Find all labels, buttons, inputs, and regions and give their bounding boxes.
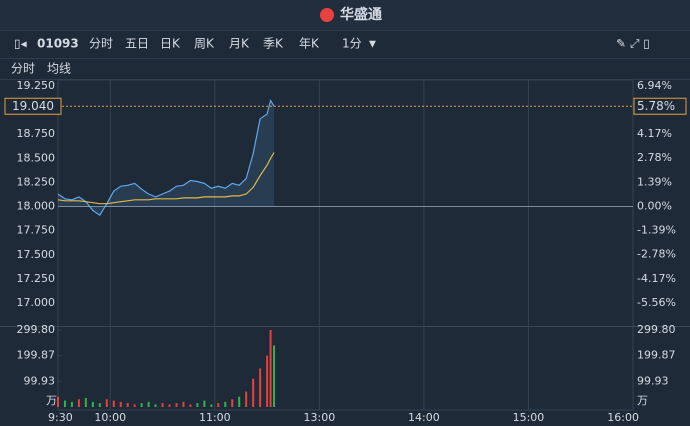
volume-bar	[273, 345, 276, 407]
volume-bar	[147, 401, 150, 407]
volume-bar	[126, 403, 129, 407]
volume-bar	[84, 398, 87, 407]
volume-bar	[259, 368, 262, 407]
volume-bar	[161, 403, 164, 407]
stock-code: 01093	[37, 37, 79, 51]
y-tick-label: 18.000	[17, 200, 56, 213]
volume-tick-label: 299.80	[17, 323, 56, 336]
tool-icons[interactable]: ✎ ⤢ ▯	[616, 37, 650, 51]
y2-tick-label: -4.17%	[637, 272, 676, 285]
volume-bar	[196, 403, 199, 407]
volume-bar	[168, 404, 171, 407]
price-area	[58, 100, 275, 216]
tab[interactable]: 日K	[160, 37, 181, 51]
volume-bar	[70, 401, 73, 407]
volume-tick-label: 199.87	[17, 349, 56, 362]
volume-tick-label: 99.93	[24, 374, 56, 387]
y-tick-label: 17.750	[17, 224, 56, 237]
series-line	[57, 98, 275, 217]
volume-bar	[140, 403, 143, 407]
app-title: 华盛通	[340, 6, 382, 23]
y-tick-label: 18.750	[17, 127, 56, 140]
y-tick-label: 19.250	[17, 79, 56, 92]
volume-bar	[98, 403, 101, 407]
x-tick-label: 13:00	[304, 411, 336, 424]
x-tick-label: 11:00	[199, 411, 231, 424]
x-tick-label: 15:00	[513, 411, 545, 424]
volume-bar	[269, 329, 272, 407]
volume-bar	[238, 396, 241, 407]
volume-bar	[154, 404, 157, 407]
plot-frame	[57, 79, 634, 411]
volume-tick-label: 99.93	[637, 374, 669, 387]
last-price-box	[4, 97, 62, 115]
tab[interactable]: 五日	[125, 37, 149, 51]
x-tick-label: 10:00	[94, 411, 126, 424]
y-tick-label: 17.500	[17, 248, 56, 261]
x-tick-label: 16:00	[607, 411, 639, 424]
volume-bar	[245, 391, 248, 407]
volume-unit: 万	[637, 394, 648, 407]
volume-bar	[57, 396, 59, 407]
y2-tick-label: -5.56%	[637, 296, 676, 309]
y-tick-label: 17.250	[17, 272, 56, 285]
volume-bar	[231, 399, 234, 407]
tab[interactable]: 年K	[299, 37, 320, 51]
volume-bar	[133, 404, 136, 407]
tab[interactable]: 周K	[194, 37, 215, 51]
volume-tick-label: 199.87	[637, 349, 676, 362]
volume-bar	[266, 355, 269, 407]
volume-unit: 万	[46, 394, 57, 407]
tab[interactable]: 月K	[229, 37, 250, 51]
tab[interactable]: 季K	[263, 37, 284, 51]
y2-tick-label: 1.39%	[637, 175, 672, 188]
volume-bar	[105, 399, 108, 407]
y2-tick-label: -2.78%	[637, 248, 676, 261]
last-change: 5.78%	[637, 99, 675, 113]
volume-bar	[210, 404, 213, 407]
volume-bar	[112, 400, 115, 407]
volume-bar	[224, 401, 227, 407]
volume-bar	[182, 401, 185, 407]
y-tick-label: 18.500	[17, 151, 56, 164]
tab[interactable]: 分时	[89, 37, 113, 51]
y-tick-label: 17.000	[17, 296, 56, 309]
volume-bar	[63, 400, 66, 407]
last-change-box	[633, 97, 687, 115]
volume-bar	[119, 401, 122, 407]
y2-tick-label: 0.00%	[637, 199, 672, 212]
interval[interactable]: 1分	[342, 37, 362, 51]
volume-bar	[203, 400, 206, 407]
volume-bar	[77, 399, 80, 407]
y2-tick-label: 6.94%	[637, 79, 672, 92]
last-price: 19.040	[12, 99, 54, 113]
icon: ▯◂	[14, 37, 27, 51]
volume-bar	[217, 403, 220, 407]
sub-tab[interactable]: 分时	[11, 62, 35, 76]
series-line	[57, 152, 275, 205]
y2-tick-label: 2.78%	[637, 151, 672, 164]
y-tick-label: 18.250	[17, 175, 56, 188]
x-tick-label: 9:30	[48, 411, 73, 424]
dropdown-icon[interactable]: ▼	[369, 40, 376, 50]
volume-bar	[252, 378, 255, 407]
sub-tab[interactable]: 均线	[47, 62, 71, 76]
volume-bar	[91, 401, 94, 407]
volume-bar	[189, 404, 192, 407]
logo	[320, 8, 334, 22]
volume-tick-label: 299.80	[637, 323, 676, 336]
volume-bar	[175, 403, 178, 407]
x-tick-label: 14:00	[408, 411, 440, 424]
header	[0, 0, 690, 30]
y2-tick-label: -1.39%	[637, 224, 676, 237]
y2-tick-label: 4.17%	[637, 127, 672, 140]
